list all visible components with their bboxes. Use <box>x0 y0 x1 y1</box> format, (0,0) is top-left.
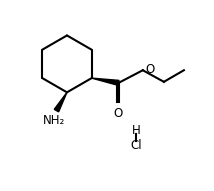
Text: O: O <box>113 107 122 120</box>
Text: NH₂: NH₂ <box>43 114 65 127</box>
Text: O: O <box>146 63 155 76</box>
Text: Cl: Cl <box>131 138 142 151</box>
Text: H: H <box>132 124 141 137</box>
Polygon shape <box>92 78 119 85</box>
Polygon shape <box>54 92 67 112</box>
